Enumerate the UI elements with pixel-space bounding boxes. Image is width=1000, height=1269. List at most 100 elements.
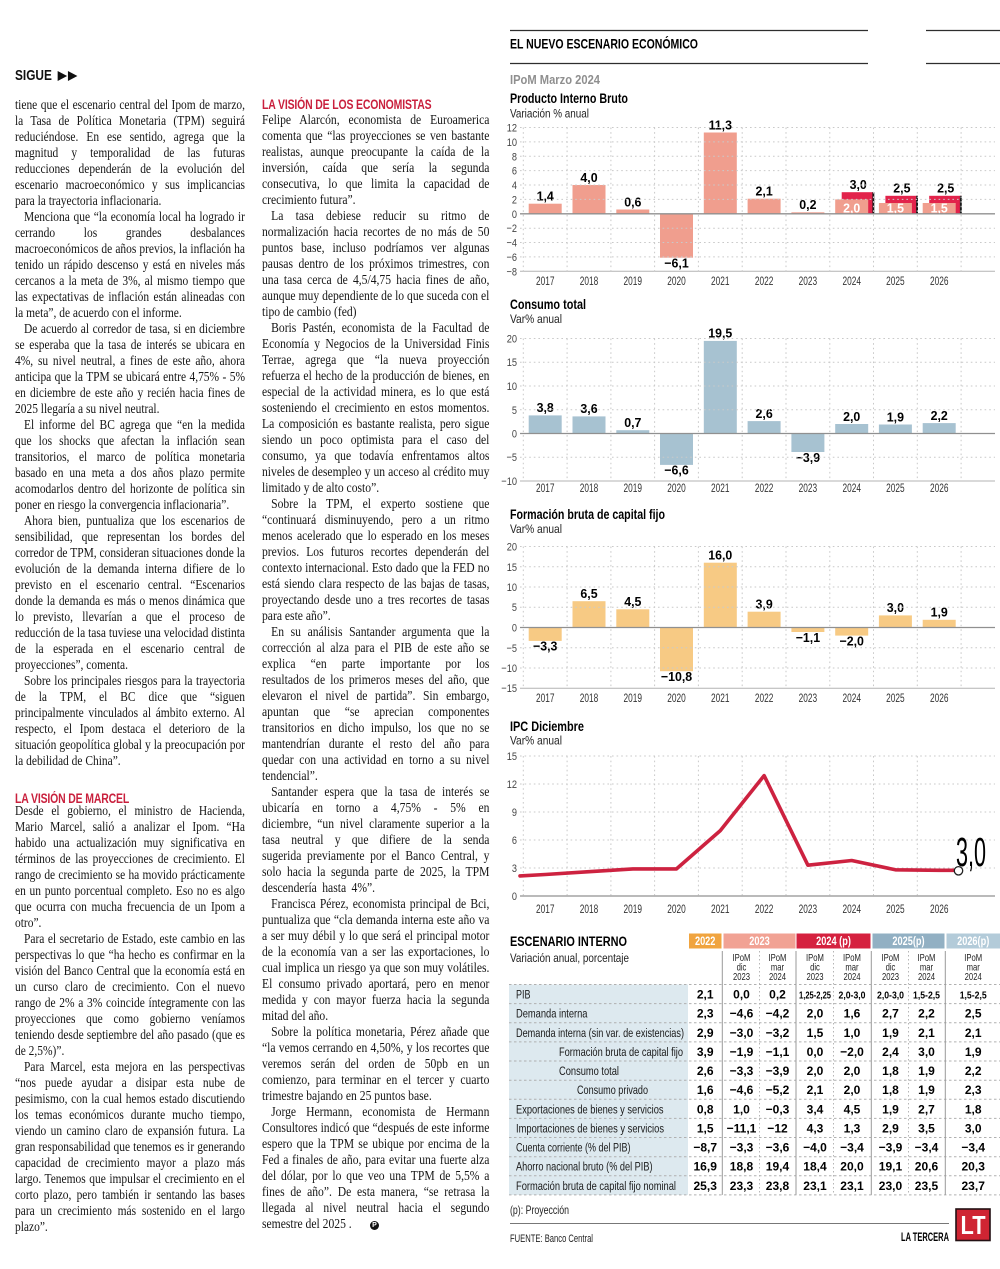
svg-text:−4,0: −4,0 <box>803 1141 827 1155</box>
svg-text:LA TERCERA: LA TERCERA <box>901 1230 949 1244</box>
svg-text:23,8: 23,8 <box>766 1179 789 1193</box>
svg-text:2,2: 2,2 <box>931 408 948 423</box>
svg-text:1,25-2,25: 1,25-2,25 <box>799 991 831 1002</box>
svg-text:Consumo total: Consumo total <box>510 297 586 312</box>
svg-text:2020: 2020 <box>667 482 686 495</box>
svg-text:4,5: 4,5 <box>624 594 641 609</box>
svg-text:mar: mar <box>967 963 981 974</box>
svg-text:Exportaciones de bienes y serv: Exportaciones de bienes y servicios <box>516 1102 664 1116</box>
svg-text:0,2: 0,2 <box>769 988 786 1002</box>
svg-text:2018: 2018 <box>580 692 599 705</box>
svg-text:−2,0: −2,0 <box>840 633 864 648</box>
svg-text:2025(p): 2025(p) <box>892 936 924 948</box>
svg-text:18,8: 18,8 <box>730 1160 753 1174</box>
svg-text:Variación % anual: Variación % anual <box>510 107 589 121</box>
svg-text:4,0: 4,0 <box>580 170 597 185</box>
svg-text:−3,3: −3,3 <box>730 1064 754 1078</box>
svg-text:Variación anual, porcentaje: Variación anual, porcentaje <box>510 951 629 965</box>
svg-text:2026: 2026 <box>930 692 949 705</box>
svg-text:−3,4: −3,4 <box>840 1141 864 1155</box>
svg-text:dic: dic <box>810 963 820 974</box>
svg-text:23,1: 23,1 <box>803 1179 826 1193</box>
svg-text:2025: 2025 <box>886 275 905 288</box>
svg-text:−3,2: −3,2 <box>766 1026 790 1040</box>
svg-text:Formación bruta de capital fij: Formación bruta de capital fijo <box>559 1045 683 1059</box>
svg-text:8: 8 <box>512 151 517 163</box>
svg-text:Var% anual: Var% anual <box>510 522 562 536</box>
svg-text:2023: 2023 <box>882 972 899 983</box>
svg-text:−3,3: −3,3 <box>533 639 557 654</box>
svg-text:2026: 2026 <box>930 903 949 916</box>
svg-text:2024: 2024 <box>842 275 861 288</box>
svg-text:−3,4: −3,4 <box>915 1141 939 1155</box>
svg-text:−3,9: −3,9 <box>766 1064 790 1078</box>
svg-text:2021: 2021 <box>711 275 730 288</box>
svg-text:16,0: 16,0 <box>708 548 732 563</box>
svg-text:5: 5 <box>512 405 517 417</box>
svg-text:6: 6 <box>512 166 517 178</box>
svg-text:2,2: 2,2 <box>965 1064 982 1078</box>
svg-text:20,0: 20,0 <box>840 1160 863 1174</box>
svg-text:15: 15 <box>507 751 517 763</box>
svg-text:0: 0 <box>512 429 517 441</box>
svg-text:19,5: 19,5 <box>708 326 732 341</box>
svg-text:−5,2: −5,2 <box>766 1083 790 1097</box>
svg-text:−0,3: −0,3 <box>766 1102 790 1116</box>
svg-text:1,9: 1,9 <box>887 409 904 424</box>
svg-text:2017: 2017 <box>536 482 555 495</box>
svg-text:1,9: 1,9 <box>965 1045 982 1059</box>
svg-text:2018: 2018 <box>580 482 599 495</box>
svg-text:1,8: 1,8 <box>882 1083 899 1097</box>
svg-text:IPoM: IPoM <box>733 953 751 964</box>
svg-text:2023: 2023 <box>799 903 818 916</box>
svg-text:−2: −2 <box>507 223 518 235</box>
svg-text:2,7: 2,7 <box>882 1007 899 1021</box>
svg-text:−6,1: −6,1 <box>664 255 688 270</box>
svg-text:1,3: 1,3 <box>844 1121 861 1135</box>
svg-text:−3,3: −3,3 <box>730 1141 754 1155</box>
svg-text:3,6: 3,6 <box>580 401 597 416</box>
svg-text:2020: 2020 <box>667 903 686 916</box>
svg-text:23,7: 23,7 <box>962 1179 985 1193</box>
svg-text:IPoM: IPoM <box>769 953 787 964</box>
svg-text:IPoM: IPoM <box>806 953 824 964</box>
svg-text:2019: 2019 <box>624 903 643 916</box>
svg-text:2019: 2019 <box>624 692 643 705</box>
svg-text:1,5-2,5: 1,5-2,5 <box>913 991 940 1002</box>
svg-text:−8: −8 <box>507 266 518 278</box>
svg-text:2,0-3,0: 2,0-3,0 <box>877 991 904 1002</box>
svg-text:19,1: 19,1 <box>879 1160 902 1174</box>
svg-text:20: 20 <box>507 542 517 554</box>
svg-text:23,0: 23,0 <box>879 1179 902 1193</box>
svg-text:2019: 2019 <box>624 275 643 288</box>
svg-text:20,6: 20,6 <box>915 1160 938 1174</box>
svg-text:1,4: 1,4 <box>537 189 555 204</box>
svg-text:2023: 2023 <box>749 936 770 948</box>
svg-text:−2,0: −2,0 <box>840 1045 864 1059</box>
svg-text:−4: −4 <box>507 238 518 250</box>
svg-text:10: 10 <box>507 381 517 393</box>
svg-text:2022: 2022 <box>755 482 774 495</box>
svg-text:−3,6: −3,6 <box>766 1141 790 1155</box>
svg-text:Var% anual: Var% anual <box>510 734 562 748</box>
svg-text:4,3: 4,3 <box>807 1121 824 1135</box>
svg-text:3,0: 3,0 <box>965 1121 982 1135</box>
svg-text:2024: 2024 <box>965 972 982 983</box>
svg-text:−3,4: −3,4 <box>961 1141 985 1155</box>
svg-text:2017: 2017 <box>536 903 555 916</box>
svg-text:4,5: 4,5 <box>844 1102 861 1116</box>
svg-text:2,1: 2,1 <box>807 1083 824 1097</box>
svg-text:IPoM: IPoM <box>918 953 936 964</box>
svg-text:−10: −10 <box>501 476 517 488</box>
svg-text:−6,6: −6,6 <box>664 463 688 478</box>
svg-text:2,1: 2,1 <box>965 1026 982 1040</box>
svg-text:3: 3 <box>512 863 517 875</box>
svg-text:0,0: 0,0 <box>807 1045 824 1059</box>
svg-text:3,0: 3,0 <box>918 1045 935 1059</box>
svg-text:2,4: 2,4 <box>882 1045 899 1059</box>
svg-text:0,7: 0,7 <box>624 415 641 430</box>
svg-text:3,9: 3,9 <box>756 597 773 612</box>
svg-text:18,4: 18,4 <box>803 1160 826 1174</box>
svg-text:2021: 2021 <box>711 482 730 495</box>
svg-text:Demanda interna (sin var. de e: Demanda interna (sin var. de existencias… <box>516 1026 684 1040</box>
